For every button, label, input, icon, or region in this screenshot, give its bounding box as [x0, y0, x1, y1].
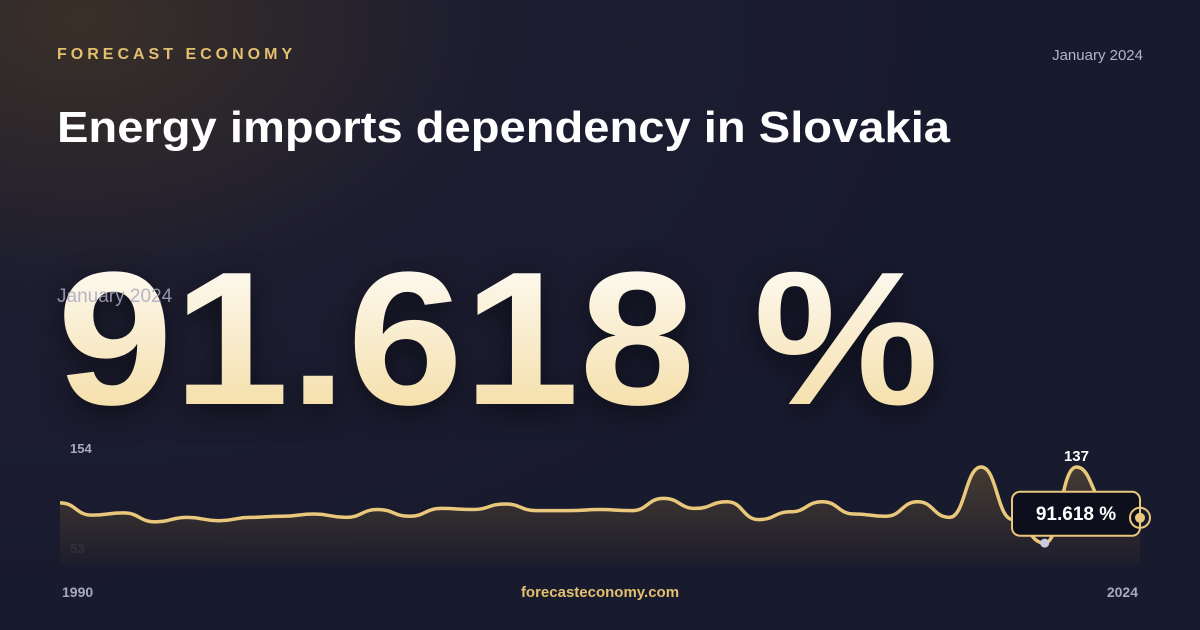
headline-value: 91.618 % [57, 233, 939, 445]
sparkline: 531541990202413791.618 % [59, 441, 1151, 600]
footer: forecasteconomy.com [521, 584, 679, 601]
y-tick-label: 154 [70, 441, 92, 456]
x-tick-label: 2024 [1107, 584, 1138, 600]
title: Energy imports dependency in Slovakia [57, 103, 951, 152]
max-label: 137 [1064, 448, 1089, 465]
headline-date: January 2024 [57, 286, 173, 307]
min-point [1040, 538, 1050, 548]
last-point-ring [1129, 506, 1151, 529]
callout-label: 91.618 % [1036, 504, 1116, 525]
last-point [1135, 512, 1145, 523]
brand: FORECAST ECONOMY [57, 46, 296, 63]
x-tick-label: 1990 [62, 584, 93, 600]
area [60, 467, 1140, 565]
date: January 2024 [1052, 47, 1143, 64]
line [59, 465, 1141, 545]
